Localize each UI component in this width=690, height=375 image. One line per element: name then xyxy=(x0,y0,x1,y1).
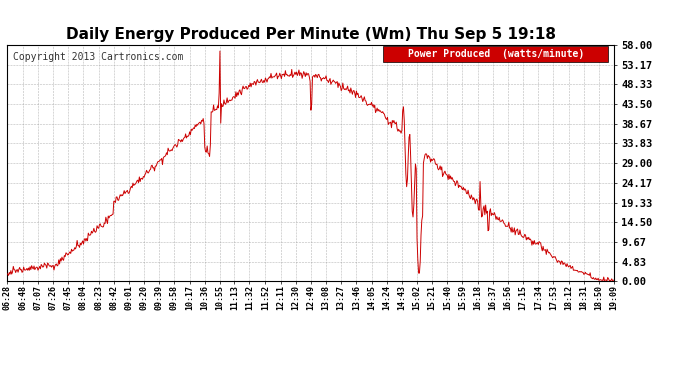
Title: Daily Energy Produced Per Minute (Wm) Thu Sep 5 19:18: Daily Energy Produced Per Minute (Wm) Th… xyxy=(66,27,555,42)
Text: Copyright 2013 Cartronics.com: Copyright 2013 Cartronics.com xyxy=(13,52,184,62)
Text: Power Produced  (watts/minute): Power Produced (watts/minute) xyxy=(408,49,584,59)
FancyBboxPatch shape xyxy=(384,46,608,62)
